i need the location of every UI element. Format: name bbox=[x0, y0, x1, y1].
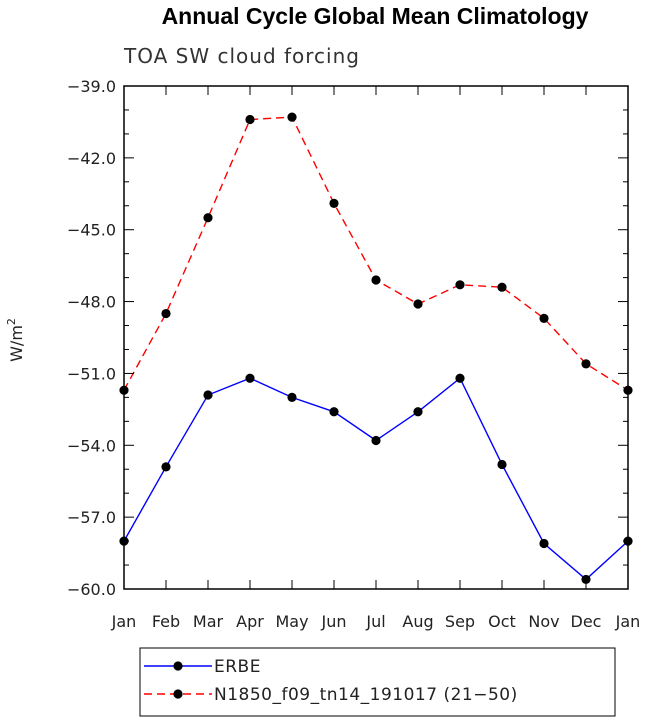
legend-marker-1 bbox=[173, 689, 183, 699]
y-tick-label: −51.0 bbox=[67, 364, 116, 383]
series-1-point bbox=[497, 282, 507, 292]
x-tick-label: Jan bbox=[615, 612, 641, 631]
y-tick-label: −48.0 bbox=[67, 293, 116, 312]
series-0-point bbox=[161, 462, 171, 472]
x-tick-label: Jun bbox=[321, 612, 347, 631]
y-axis-label: W/m2 bbox=[5, 318, 26, 362]
legend-label-1: N1850_f09_tn14_191017 (21−50) bbox=[214, 685, 518, 705]
y-tick-label: −39.0 bbox=[67, 77, 116, 96]
series-1-point bbox=[539, 313, 549, 323]
series-0-point bbox=[539, 538, 549, 549]
chart-title: Annual Cycle Global Mean Climatology bbox=[162, 3, 589, 29]
legend-box bbox=[139, 647, 616, 717]
series-line-0 bbox=[123, 377, 629, 581]
x-tick-label: Oct bbox=[488, 612, 516, 631]
y-tick-label: −54.0 bbox=[67, 436, 116, 455]
series-0-point bbox=[245, 373, 255, 383]
y-tick-label: −60.0 bbox=[67, 580, 116, 599]
x-tick-label: Dec bbox=[571, 612, 602, 631]
y-tick-label: −45.0 bbox=[67, 221, 116, 240]
series-line-1 bbox=[123, 116, 629, 391]
chart-subtitle: TOA SW cloud forcing bbox=[123, 44, 360, 68]
series-1-point bbox=[203, 213, 213, 223]
series-0-point bbox=[329, 407, 339, 417]
series-1-point bbox=[287, 112, 297, 122]
y-axis-label-text: W/m bbox=[7, 325, 26, 362]
series-0-point bbox=[581, 574, 591, 585]
series-1-point bbox=[581, 359, 591, 369]
series-0-point bbox=[371, 435, 381, 446]
x-tick-label: Mar bbox=[193, 612, 224, 631]
legend-label-0: ERBE bbox=[214, 657, 261, 677]
legend-marker-0 bbox=[173, 661, 183, 671]
x-tick-label: Nov bbox=[528, 612, 559, 631]
plot-frame bbox=[123, 85, 629, 590]
x-tick-label: Aug bbox=[402, 612, 433, 631]
series-0-point bbox=[455, 373, 465, 383]
x-tick-label: May bbox=[275, 612, 308, 631]
x-tick-label: Jan bbox=[111, 612, 137, 631]
series-1-point bbox=[245, 114, 255, 125]
y-tick-label: −57.0 bbox=[67, 508, 116, 527]
series-0-point bbox=[497, 459, 507, 470]
x-tick-label: Apr bbox=[236, 612, 264, 631]
series-1-point bbox=[413, 299, 423, 309]
y-tick-label: −42.0 bbox=[67, 149, 116, 168]
series-1-point bbox=[371, 275, 381, 285]
y-axis-label-superscript: 2 bbox=[5, 318, 18, 325]
x-tick-label: Feb bbox=[152, 612, 180, 631]
series-1-point bbox=[329, 198, 339, 208]
series-0-point bbox=[287, 392, 297, 402]
x-tick-label: Jul bbox=[365, 612, 385, 631]
series-1-point bbox=[161, 308, 171, 319]
series-0-point bbox=[203, 390, 213, 400]
series-0-point bbox=[413, 407, 423, 417]
x-tick-label: Sep bbox=[445, 612, 475, 631]
series-1-point bbox=[455, 280, 465, 290]
